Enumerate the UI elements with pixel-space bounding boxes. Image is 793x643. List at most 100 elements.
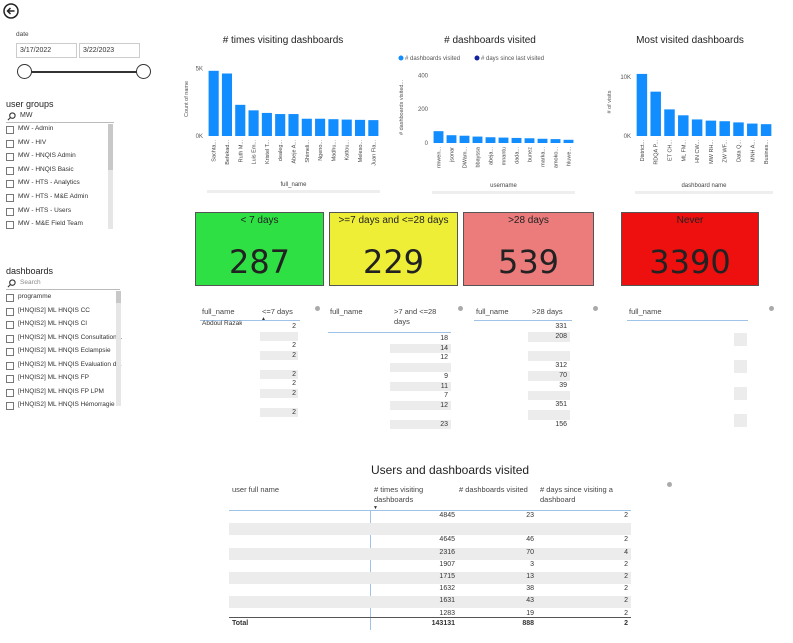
checkbox[interactable] [6, 139, 14, 148]
bar[interactable] [537, 138, 548, 143]
checkbox[interactable] [6, 388, 14, 397]
bar[interactable] [733, 122, 744, 136]
dashboards-scrollbar-thumb[interactable] [116, 291, 121, 303]
dashboard-item[interactable]: programme [0, 292, 110, 306]
dashboard-item[interactable]: [HNQIS2] ML HNQIS Eclampsie [0, 346, 111, 360]
bar[interactable] [235, 104, 246, 136]
bar[interactable] [354, 119, 366, 136]
bar[interactable] [511, 137, 522, 143]
table2-col-fullname[interactable]: full_name [330, 307, 363, 316]
checkbox[interactable] [6, 334, 14, 343]
back-button[interactable] [3, 3, 19, 19]
date-start-input[interactable]: 3/17/2022 [16, 43, 77, 58]
checkbox[interactable] [6, 321, 14, 329]
table1-scroll-dot[interactable] [315, 306, 320, 311]
table3-scroll-dot[interactable] [593, 306, 598, 311]
bar[interactable] [691, 119, 703, 136]
bar[interactable] [719, 121, 730, 136]
dashboards-search[interactable]: Search [6, 278, 120, 290]
bar[interactable] [485, 137, 496, 143]
bar[interactable] [288, 114, 299, 136]
bar[interactable] [368, 120, 379, 136]
bar[interactable] [747, 123, 758, 136]
bar[interactable] [328, 119, 339, 136]
sort-desc-icon[interactable]: ▼ [373, 505, 378, 511]
bar[interactable] [208, 70, 219, 136]
dashboard-item[interactable]: [HNQIS2] ML HNQIS CC [0, 306, 110, 320]
users-table-scroll-dot[interactable] [667, 482, 672, 487]
user-groups-scrollbar-thumb[interactable] [108, 124, 113, 170]
bar[interactable] [459, 135, 470, 143]
user-group-item[interactable]: MW - HNQIS Basic [0, 165, 110, 179]
dashboard-item[interactable]: [HNQIS2] ML HNQIS Consultation... [0, 333, 122, 347]
date-end-input[interactable]: 3/22/2023 [79, 43, 140, 58]
bar[interactable] [301, 118, 312, 136]
date-slider-start-handle[interactable] [17, 64, 32, 79]
checkbox[interactable] [6, 361, 14, 370]
dashboard-item[interactable]: [HNQIS2] ML HNQIS FP LPM [0, 387, 110, 401]
users-col-name[interactable]: user full name [232, 485, 280, 494]
date-slider-end-handle[interactable] [136, 64, 151, 79]
users-col-days[interactable]: # days since visiting a dashboard [540, 485, 613, 504]
bar[interactable] [315, 118, 326, 136]
bar[interactable] [446, 135, 457, 143]
bar[interactable] [524, 138, 535, 143]
checkbox[interactable] [6, 153, 14, 162]
table2-scroll-dot[interactable] [458, 306, 463, 311]
bar[interactable] [472, 136, 483, 143]
table2-col-days[interactable]: >7 and <=28 days [394, 307, 437, 326]
table4-col-fullname[interactable]: full_name [629, 307, 662, 316]
checkbox[interactable] [6, 375, 14, 383]
checkbox[interactable] [6, 221, 14, 230]
chart-scrollbar[interactable] [207, 190, 380, 193]
dashboard-item[interactable]: [HNQIS2] ML HNQIS Evaluation d... [0, 360, 122, 374]
checkbox[interactable] [6, 194, 14, 202]
bar[interactable] [341, 119, 352, 136]
checkbox[interactable] [6, 307, 14, 316]
checkbox[interactable] [6, 348, 14, 356]
bar[interactable] [705, 120, 717, 136]
bar[interactable] [433, 131, 444, 143]
user-group-item[interactable]: MW - HTS - M&E Admin [0, 192, 110, 206]
user-groups-scrollbar[interactable] [108, 124, 113, 229]
users-col-times[interactable]: # times visiting dashboards [374, 485, 424, 504]
bar[interactable] [221, 73, 233, 136]
table1-col-days[interactable]: <=7 days [262, 307, 293, 316]
user-group-item[interactable]: MW - HNQIS Admin [0, 151, 110, 165]
bar[interactable] [636, 73, 648, 136]
user-group-item[interactable]: MW - HIV [0, 138, 110, 152]
bar[interactable] [498, 137, 509, 143]
table3-col-fullname[interactable]: full_name [476, 307, 509, 316]
bar[interactable] [563, 139, 574, 143]
user-groups-search[interactable]: MW [6, 111, 114, 123]
bar[interactable] [678, 115, 689, 136]
bar[interactable] [261, 112, 272, 136]
dashboards-scrollbar[interactable] [116, 291, 121, 406]
checkbox[interactable] [6, 402, 14, 410]
table4-scroll-dot[interactable] [769, 306, 774, 311]
checkbox[interactable] [6, 126, 14, 134]
chart-scrollbar[interactable] [635, 191, 773, 194]
checkbox[interactable] [6, 207, 14, 216]
bar[interactable] [248, 110, 259, 136]
bar[interactable] [760, 124, 772, 136]
chart-scrollbar[interactable] [432, 191, 575, 194]
dashboard-item[interactable]: [HNQIS2] ML HNQIS CI [0, 319, 110, 333]
sort-desc-icon[interactable]: ▲ [261, 316, 266, 322]
user-group-item[interactable]: MW - M&E Field Team [0, 219, 110, 233]
user-group-item[interactable]: MW - Admin [0, 124, 110, 138]
bar[interactable] [550, 139, 561, 143]
dashboard-item[interactable]: [HNQIS2] ML HNQIS FP [0, 373, 110, 387]
user-group-item[interactable]: MW - HTS - Analytics [0, 178, 110, 192]
table1-col-fullname[interactable]: full_name [202, 307, 235, 316]
dashboard-item[interactable]: [HNQIS2] ML HNQIS Hémorragie [0, 400, 115, 412]
bar[interactable] [664, 109, 675, 136]
table3-col-days[interactable]: >28 days [532, 307, 563, 316]
users-col-dashboards[interactable]: # dashboards visited [459, 485, 528, 494]
bar[interactable] [650, 91, 661, 136]
checkbox[interactable] [6, 180, 14, 189]
checkbox[interactable] [6, 166, 14, 175]
bar[interactable] [275, 114, 286, 136]
user-group-item[interactable]: MW - HTS - Users [0, 206, 110, 220]
checkbox[interactable] [6, 294, 14, 302]
